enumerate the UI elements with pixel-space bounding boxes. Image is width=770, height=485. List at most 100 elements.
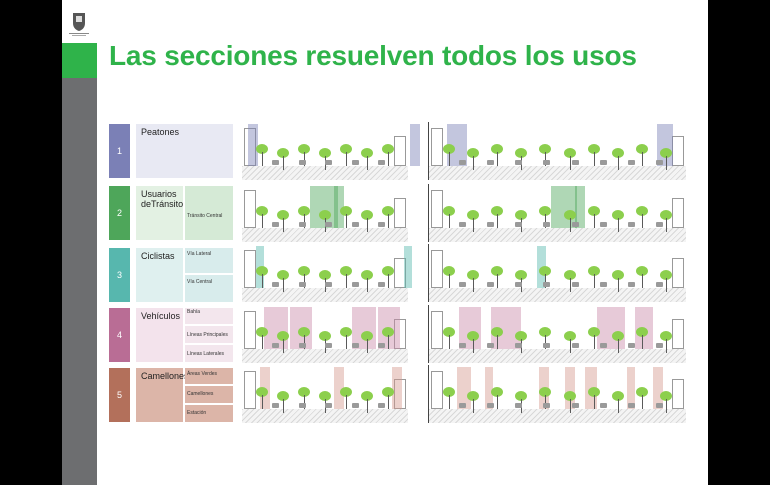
car-icon <box>298 403 306 408</box>
car-icon <box>272 282 279 287</box>
car-icon <box>599 222 607 227</box>
row-peatones: 1 Peatones <box>109 124 234 178</box>
tree-icon <box>298 206 310 216</box>
row-camellones: 5 Camellones Áreas Verdes Camellones Est… <box>109 368 234 422</box>
row-sub-column: Vía Lateral Vía Central <box>185 248 233 302</box>
tree-icon <box>515 331 528 341</box>
tree-trunk <box>283 156 284 170</box>
car-icon <box>515 282 523 287</box>
building <box>431 128 443 166</box>
row-number: 1 <box>109 124 130 178</box>
tree-trunk <box>569 339 571 353</box>
tree-icon <box>587 266 600 276</box>
tree-trunk <box>346 152 347 166</box>
tree-trunk <box>569 399 571 413</box>
row-number: 3 <box>109 248 130 302</box>
car-icon <box>325 222 332 227</box>
car-icon <box>571 343 579 348</box>
tree-trunk <box>367 399 368 413</box>
tree-icon <box>587 206 600 216</box>
tree-trunk <box>641 335 643 349</box>
car-icon <box>351 403 359 408</box>
tree-trunk <box>346 395 347 409</box>
row-label-box <box>136 124 233 178</box>
car-icon <box>325 403 332 408</box>
tree-icon <box>319 391 331 401</box>
building <box>672 136 684 166</box>
tree-trunk <box>283 339 284 353</box>
building <box>244 190 256 228</box>
car-icon <box>487 403 495 408</box>
street-section-panel <box>242 184 408 242</box>
tree-trunk <box>449 395 450 409</box>
tree-icon <box>361 270 373 280</box>
tree-icon <box>515 391 528 401</box>
tree-icon <box>256 327 268 337</box>
street-section-panel <box>428 244 686 302</box>
row-number: 5 <box>109 368 130 422</box>
tree-icon <box>361 331 373 341</box>
tree-icon <box>361 391 373 401</box>
tree-trunk <box>593 274 595 288</box>
tree-icon <box>382 144 394 154</box>
tree-trunk <box>617 399 619 413</box>
car-icon <box>627 160 635 165</box>
car-icon <box>459 282 466 287</box>
car-icon <box>487 222 495 227</box>
building <box>431 371 443 409</box>
car-icon <box>515 160 523 165</box>
tree-icon <box>611 270 624 280</box>
tree-trunk <box>473 156 475 170</box>
tree-trunk <box>304 274 305 288</box>
building <box>672 258 684 288</box>
street-section-panel <box>242 122 420 180</box>
tree-trunk <box>593 214 595 228</box>
ground-pattern <box>429 409 686 423</box>
tree-trunk <box>545 335 547 349</box>
ground-pattern <box>429 349 686 363</box>
tree-icon <box>611 391 624 401</box>
tree-icon <box>340 144 352 154</box>
tree-icon <box>443 206 455 216</box>
tree-trunk <box>449 274 450 288</box>
tree-trunk <box>304 152 305 166</box>
car-icon <box>351 282 359 287</box>
car-icon <box>543 282 551 287</box>
car-icon <box>656 160 663 165</box>
tree-trunk <box>641 214 643 228</box>
tree-icon <box>491 387 504 397</box>
highlight-band <box>404 246 412 288</box>
car-icon <box>298 343 306 348</box>
tree-icon <box>491 206 504 216</box>
highlight-band <box>392 367 402 409</box>
tree-trunk <box>473 278 475 292</box>
tree-icon <box>277 391 289 401</box>
tree-icon <box>467 270 480 280</box>
tree-trunk <box>497 152 499 166</box>
tree-trunk <box>262 335 263 349</box>
tree-trunk <box>367 218 368 232</box>
tree-icon <box>277 331 289 341</box>
row-sub-item: Bahía <box>185 308 233 324</box>
car-icon <box>298 222 306 227</box>
tree-icon <box>539 387 552 397</box>
tree-trunk <box>497 335 499 349</box>
tree-trunk <box>449 335 450 349</box>
tree-trunk <box>262 152 263 166</box>
car-icon <box>627 222 635 227</box>
tree-icon <box>515 148 528 158</box>
tree-icon <box>563 270 576 280</box>
sidebar-accent-block <box>62 43 97 78</box>
building <box>431 250 443 288</box>
tree-trunk <box>569 278 571 292</box>
highlight-band <box>264 307 288 349</box>
highlight-band <box>565 367 575 409</box>
tree-trunk <box>593 395 595 409</box>
row-label-box <box>136 368 183 422</box>
tree-icon <box>340 206 352 216</box>
highlight-band <box>653 367 663 409</box>
building <box>431 190 443 228</box>
car-icon <box>656 222 663 227</box>
tree-icon <box>319 210 331 220</box>
row-label-box <box>136 308 183 362</box>
